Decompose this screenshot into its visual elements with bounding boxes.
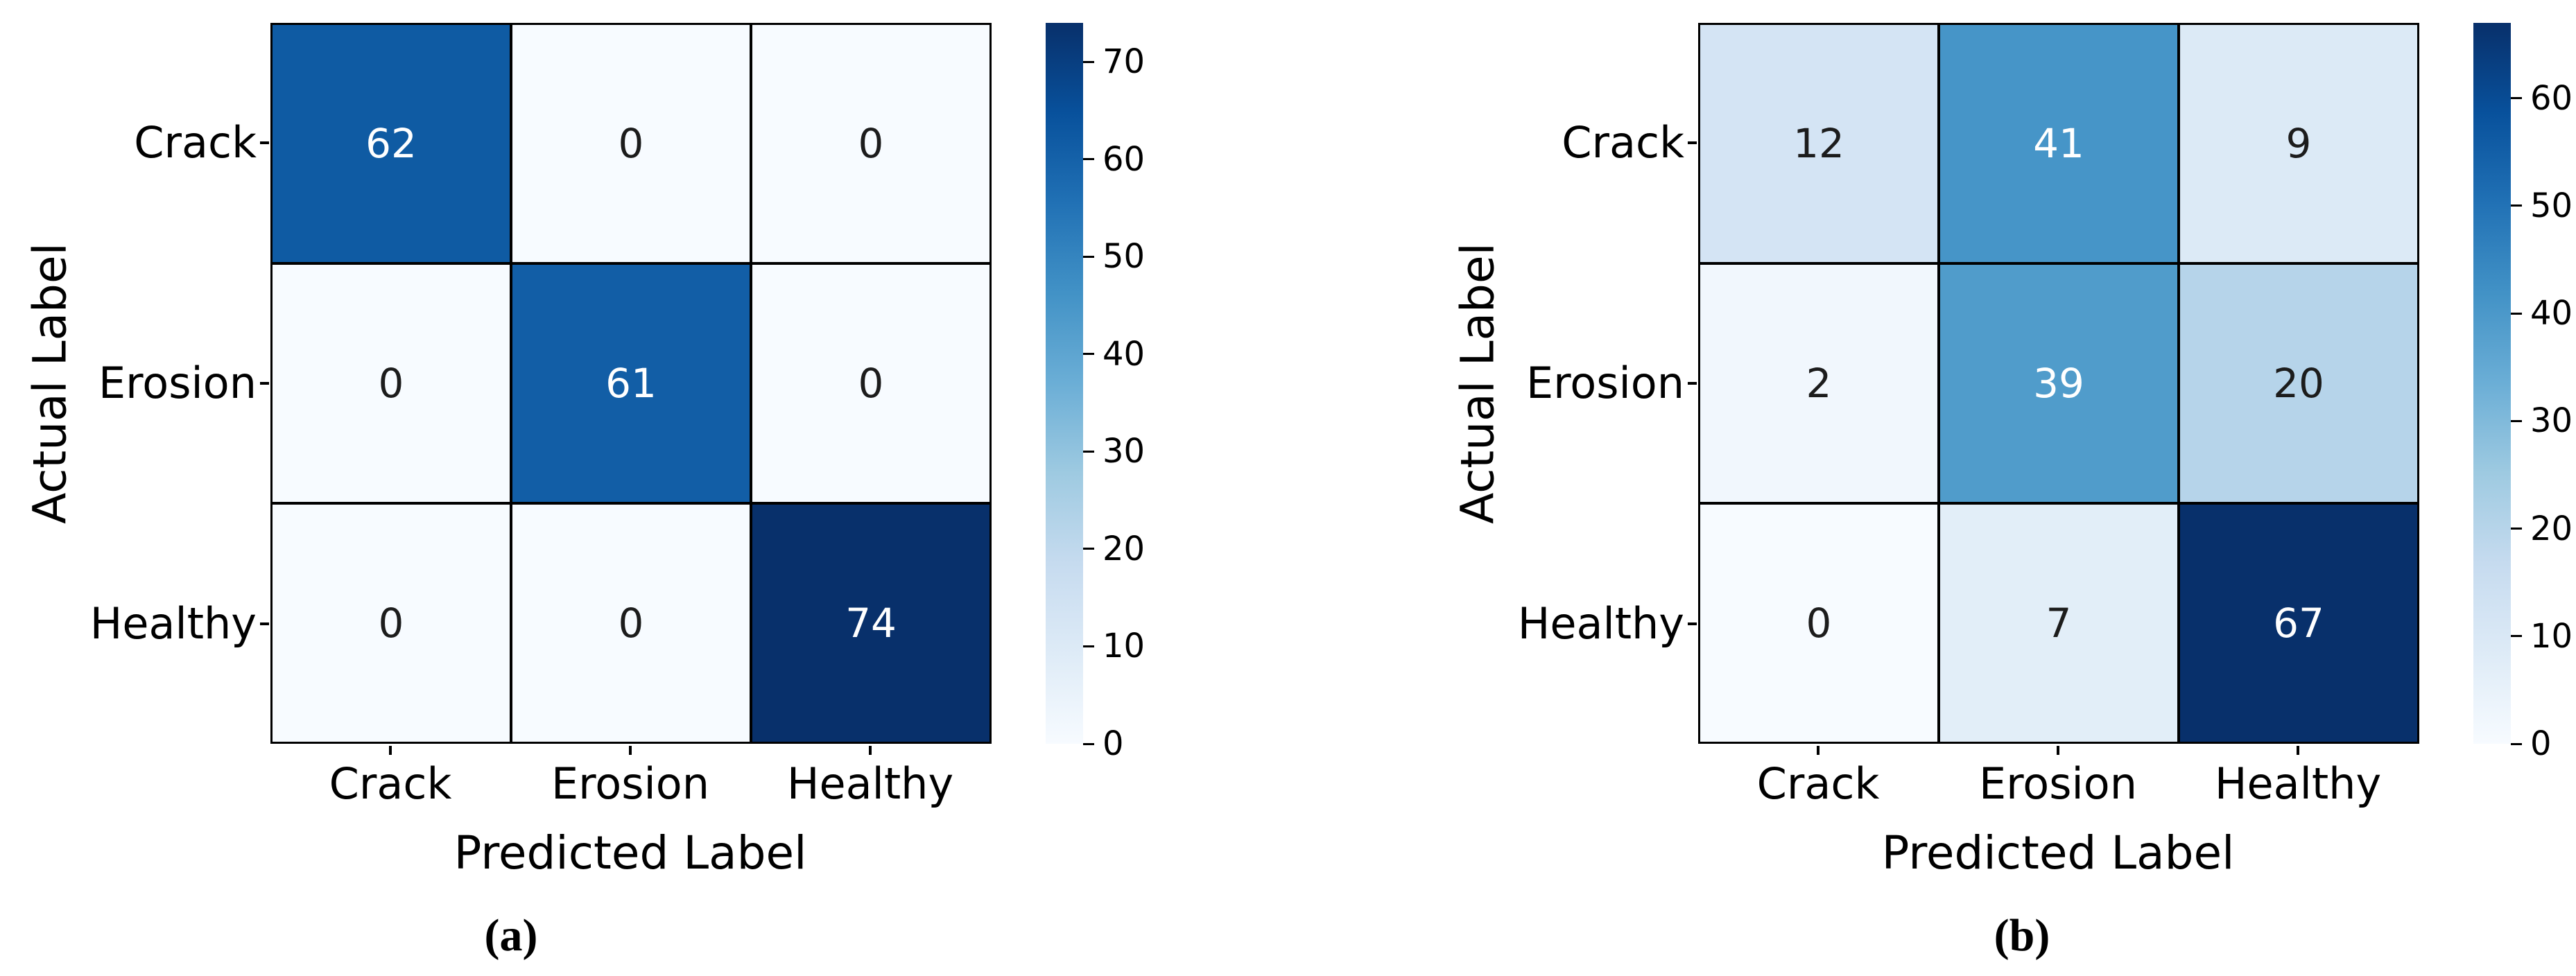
x-axis-label: Predicted Label	[453, 826, 807, 880]
colorbar-tick-mark	[1083, 645, 1094, 647]
cell-erosion-erosion: 39	[1940, 265, 2177, 502]
colorbar-tick-mark	[2511, 97, 2522, 100]
x-tick-mark	[869, 746, 872, 755]
cell-healthy-crack: 0	[1700, 505, 1937, 742]
cell-healthy-erosion: 0	[512, 505, 750, 742]
colorbar-tick-mark	[1083, 450, 1094, 453]
subfigure-caption-b: (b)	[1994, 910, 2050, 961]
colorbar-tick-label: 60	[2530, 78, 2573, 118]
y-tick-mark	[1688, 141, 1697, 144]
cell-erosion-crack: 0	[273, 265, 510, 502]
colorbar-tick-mark	[2511, 742, 2522, 745]
confusion-matrix-b: Actual Label Crack Erosion Healthy 12 41 9…	[1428, 0, 2576, 976]
colorbar-tick-label: 10	[1103, 627, 1146, 666]
x-tick-label-erosion: Erosion	[551, 758, 709, 809]
colorbar-tick-mark	[1083, 255, 1094, 258]
colorbar-tick-label: 20	[1103, 529, 1146, 568]
cell-erosion-healthy: 0	[752, 265, 989, 502]
cell-healthy-crack: 0	[273, 505, 510, 742]
x-tick-mark	[2057, 746, 2059, 755]
colorbar-tick-label: 70	[1103, 42, 1146, 82]
subfigure-caption-a: (a)	[484, 910, 538, 961]
colorbar-tick-mark	[1083, 158, 1094, 161]
colorbar-tick-label: 0	[1103, 724, 1124, 763]
y-tick-mark	[260, 382, 269, 385]
colorbar	[1046, 23, 1083, 744]
colorbar-tick-label: 20	[2530, 509, 2573, 548]
y-tick-mark	[260, 141, 269, 144]
colorbar-tick-label: 50	[2530, 186, 2573, 225]
colorbar-tick-mark	[2511, 419, 2522, 422]
cell-healthy-erosion: 7	[1940, 505, 2177, 742]
colorbar-tick-label: 30	[2530, 401, 2573, 441]
colorbar-tick-mark	[1083, 60, 1094, 63]
x-tick-label-healthy: Healthy	[786, 758, 954, 809]
cell-crack-erosion: 41	[1940, 25, 2177, 262]
colorbar-tick-label: 10	[2530, 616, 2573, 656]
colorbar-tick-mark	[2511, 312, 2522, 315]
x-tick-mark	[1817, 746, 1819, 755]
heatmap-grid: 62 0 0 0 61 0 0 0 74	[270, 23, 992, 744]
y-tick-label-erosion: Erosion	[98, 358, 257, 408]
x-tick-mark	[629, 746, 632, 755]
cell-crack-healthy: 9	[2180, 25, 2417, 262]
confusion-matrix-a: Actual Label Crack Erosion Healthy 62 0 0 0…	[0, 0, 1193, 976]
y-tick-label-erosion: Erosion	[1526, 358, 1684, 408]
colorbar-tick-mark	[1083, 742, 1094, 745]
colorbar-tick-mark	[1083, 353, 1094, 356]
x-tick-mark	[2297, 746, 2299, 755]
x-tick-label-crack: Crack	[1756, 758, 1880, 809]
x-tick-mark	[389, 746, 392, 755]
colorbar-tick-label: 40	[1103, 334, 1146, 374]
cell-crack-healthy: 0	[752, 25, 989, 262]
y-tick-label-crack: Crack	[1562, 117, 1684, 168]
y-tick-label-crack: Crack	[134, 117, 257, 168]
colorbar	[2473, 23, 2511, 744]
y-tick-label-healthy: Healthy	[89, 598, 257, 649]
x-axis-label: Predicted Label	[1881, 826, 2235, 880]
cell-crack-erosion: 0	[512, 25, 750, 262]
y-tick-mark	[1688, 382, 1697, 385]
cell-erosion-crack: 2	[1700, 265, 1937, 502]
colorbar-tick-mark	[2511, 528, 2522, 530]
cell-erosion-erosion: 61	[512, 265, 750, 502]
heatmap-grid: 12 41 9 2 39 20 0 7 67	[1698, 23, 2419, 744]
x-tick-label-crack: Crack	[329, 758, 452, 809]
colorbar-tick-label: 0	[2530, 724, 2552, 763]
colorbar-tick-label: 30	[1103, 432, 1146, 471]
cell-healthy-healthy: 74	[752, 505, 989, 742]
cell-healthy-healthy: 67	[2180, 505, 2417, 742]
y-tick-mark	[260, 622, 269, 625]
colorbar-tick-mark	[2511, 204, 2522, 207]
colorbar-tick-label: 50	[1103, 237, 1146, 277]
y-tick-label-healthy: Healthy	[1517, 598, 1684, 649]
cell-crack-crack: 62	[273, 25, 510, 262]
colorbar-tick-label: 60	[1103, 139, 1146, 179]
colorbar-tick-mark	[2511, 635, 2522, 638]
y-tick-mark	[1688, 622, 1697, 625]
colorbar-tick-label: 40	[2530, 294, 2573, 333]
cell-crack-crack: 12	[1700, 25, 1937, 262]
x-tick-label-erosion: Erosion	[1979, 758, 2137, 809]
colorbar-tick-mark	[1083, 548, 1094, 550]
cell-erosion-healthy: 20	[2180, 265, 2417, 502]
x-tick-label-healthy: Healthy	[2214, 758, 2382, 809]
